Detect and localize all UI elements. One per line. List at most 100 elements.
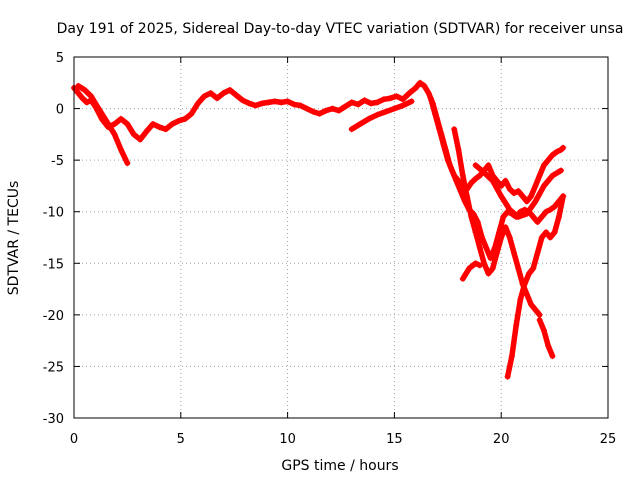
data-point	[472, 162, 479, 169]
data-point	[143, 128, 150, 135]
data-point	[464, 193, 471, 200]
data-point	[449, 167, 456, 174]
data-point	[519, 193, 526, 200]
x-tick-label: 25	[600, 432, 617, 447]
data-point	[252, 102, 259, 109]
data-point	[194, 100, 201, 107]
data-point	[538, 213, 545, 220]
data-point	[540, 182, 547, 189]
data-point	[523, 291, 530, 298]
data-point	[81, 87, 88, 94]
y-tick-label: -10	[43, 206, 64, 221]
data-point	[421, 82, 428, 89]
data-point	[536, 317, 543, 324]
data-point	[513, 322, 520, 329]
series-line-3	[348, 98, 415, 132]
x-tick-label: 5	[177, 432, 185, 447]
data-point	[511, 190, 518, 197]
x-tick-label: 20	[493, 432, 510, 447]
data-point	[323, 107, 330, 114]
data-point	[417, 79, 424, 86]
data-point	[162, 126, 169, 133]
data-point	[297, 102, 304, 109]
data-point	[265, 99, 272, 106]
data-point	[284, 98, 291, 105]
data-point	[528, 193, 535, 200]
y-axis-label: SDTVAR / TECUs	[6, 181, 22, 296]
series-line-5	[451, 126, 543, 318]
data-point	[498, 234, 505, 241]
data-point	[543, 208, 550, 215]
data-point	[547, 206, 554, 213]
data-point	[487, 255, 494, 262]
data-point	[440, 141, 447, 148]
data-point	[436, 126, 443, 133]
data-point	[431, 110, 438, 117]
data-point	[105, 121, 112, 128]
data-point	[476, 262, 483, 269]
y-tick-label: -30	[43, 412, 64, 427]
data-point	[538, 234, 545, 241]
data-point	[532, 182, 539, 189]
data-point	[92, 100, 99, 107]
data-point	[511, 249, 518, 256]
data-point	[532, 198, 539, 205]
data-point	[117, 115, 124, 122]
y-tick-label: 5	[56, 51, 64, 66]
data-point	[498, 182, 505, 189]
y-tick-label: -15	[43, 257, 64, 272]
data-point	[517, 296, 524, 303]
data-point	[493, 249, 500, 256]
data-point	[374, 99, 381, 106]
data-point	[543, 229, 550, 236]
data-point	[521, 280, 528, 287]
data-point	[444, 157, 451, 164]
data-point	[412, 84, 419, 91]
data-point	[468, 179, 475, 186]
x-axis-label: GPS time / hours	[281, 458, 398, 474]
data-point	[425, 90, 432, 97]
data-point	[239, 97, 246, 104]
data-point	[549, 353, 556, 360]
data-point	[348, 99, 355, 106]
data-point	[226, 87, 233, 94]
data-point	[549, 151, 556, 158]
data-point	[472, 260, 479, 267]
data-point	[502, 224, 509, 231]
data-point	[476, 244, 483, 251]
data-point	[130, 131, 137, 138]
data-point	[523, 198, 530, 205]
data-point	[150, 121, 157, 128]
data-point	[534, 219, 541, 226]
data-point	[504, 373, 511, 380]
data-point	[485, 162, 492, 169]
data-point	[335, 107, 342, 114]
data-point	[399, 102, 406, 109]
data-point	[75, 90, 82, 97]
data-point	[188, 110, 195, 117]
data-point	[406, 90, 413, 97]
data-point	[98, 110, 105, 117]
series-line-4	[427, 95, 566, 261]
data-point	[214, 95, 221, 102]
y-tick-label: -5	[51, 154, 64, 169]
data-point	[453, 177, 460, 184]
chart-title: Day 191 of 2025, Sidereal Day-to-day VTE…	[57, 21, 624, 37]
x-tick-label: 0	[70, 432, 78, 447]
data-point	[291, 101, 298, 108]
data-point	[393, 93, 400, 100]
y-tick-label: 0	[56, 103, 64, 118]
data-point	[459, 172, 466, 179]
data-point	[201, 93, 208, 100]
data-point	[355, 101, 362, 108]
data-point	[220, 90, 227, 97]
x-tick-label: 15	[386, 432, 403, 447]
data-point	[117, 146, 124, 153]
data-point	[553, 148, 560, 155]
data-point	[502, 177, 509, 184]
plot-frame	[73, 56, 609, 419]
data-point	[478, 234, 485, 241]
data-point	[525, 270, 532, 277]
data-point	[278, 99, 285, 106]
